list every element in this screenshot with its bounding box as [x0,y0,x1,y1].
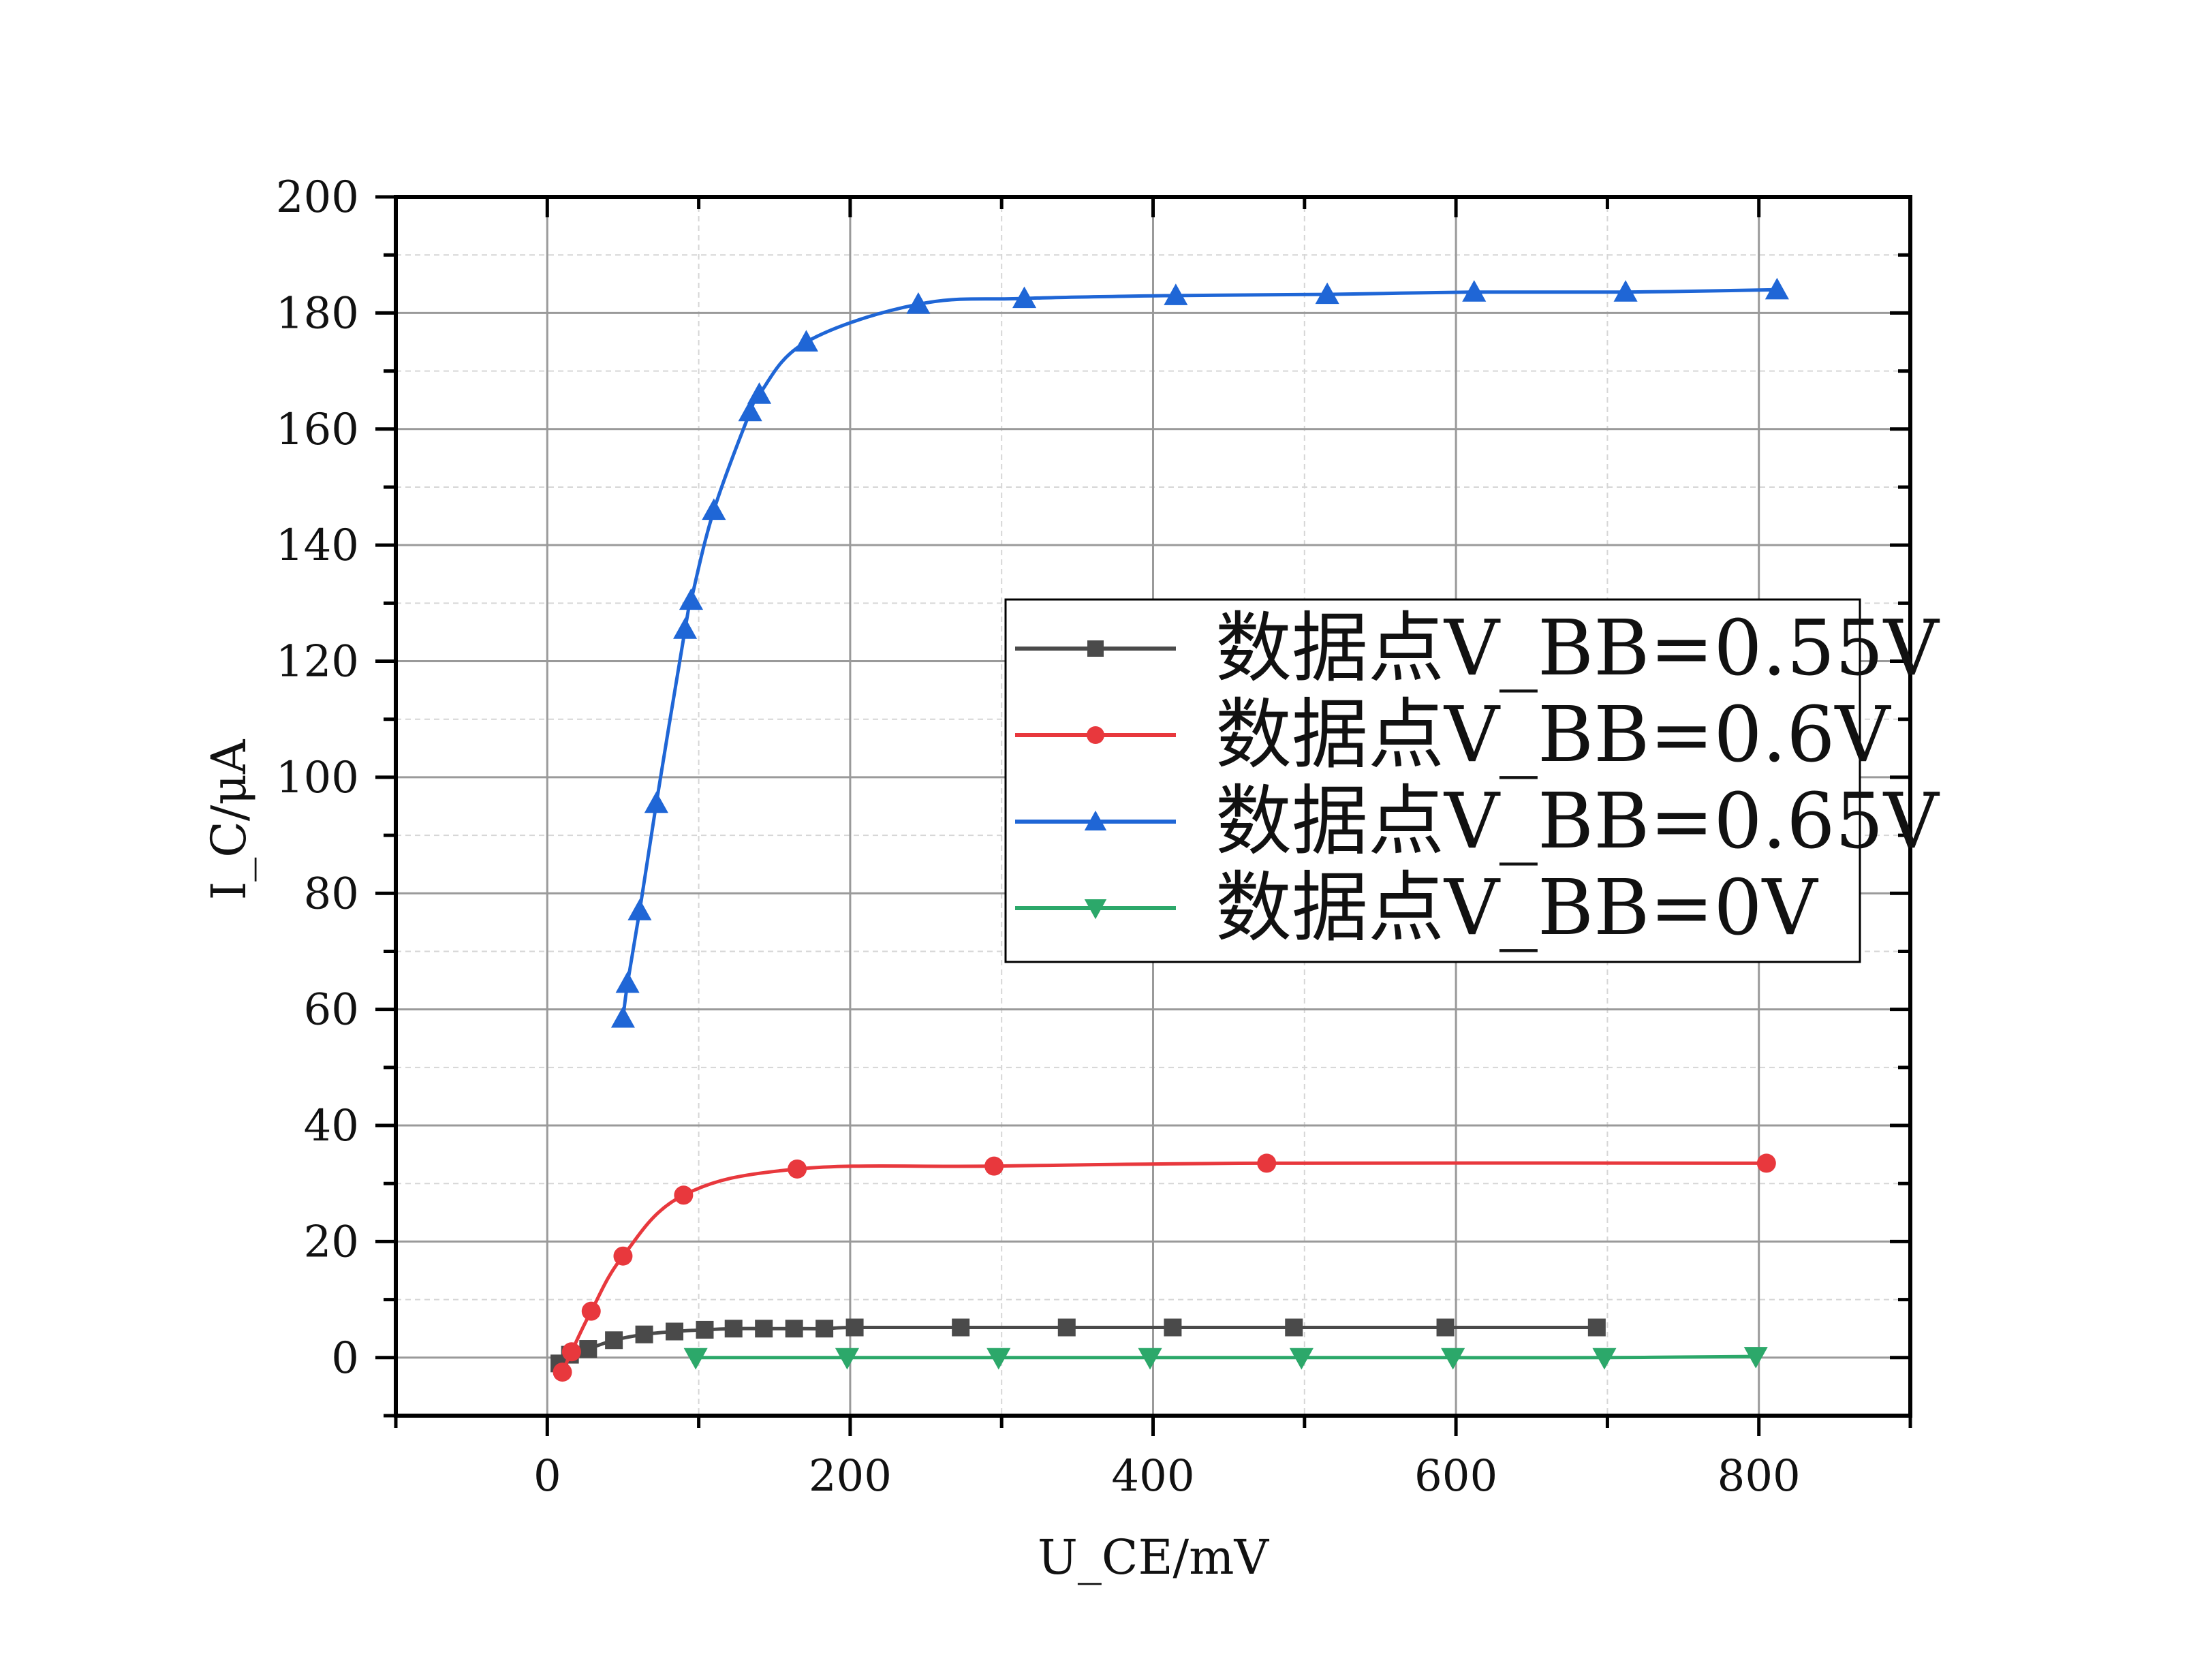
data-point [1765,277,1789,300]
data-point [610,1006,635,1028]
y-tick-label: 140 [276,520,359,571]
y-tick-label: 120 [276,637,359,687]
y-axis-title: I_C/μA [201,738,257,900]
data-point [679,588,704,610]
data-point [1756,1153,1776,1173]
data-point [1012,286,1037,309]
data-point [1164,283,1188,305]
series-0-65v [610,277,1789,1028]
y-tick-label: 100 [276,753,359,803]
data-point [1436,1318,1455,1337]
data-point [605,1331,623,1350]
y-tick-label: 0 [331,1333,359,1384]
legend-box [1004,598,1861,963]
series-0-6v [553,1153,1776,1382]
data-point [986,1348,1011,1370]
data-point [579,1340,597,1358]
legend-label: 数据点V_BB=0V [1215,864,1819,952]
data-point [644,791,668,813]
data-point [696,1320,714,1339]
data-point [561,1342,581,1362]
data-point [724,1320,743,1338]
data-point [815,1320,834,1338]
series-line [621,287,1777,1018]
data-point [952,1318,970,1337]
data-point [1289,1348,1314,1370]
legend-marker [1084,810,1107,830]
legend-item: 数据点V_BB=0.65V [1015,777,1940,866]
y-tick-label: 40 [304,1101,359,1151]
legend-item: 数据点V_BB=0.6V [1015,691,1891,779]
data-point [1592,1348,1617,1370]
y-tick-label: 180 [276,288,359,339]
data-point [1057,1318,1076,1337]
data-point [613,1246,633,1266]
legend: 数据点V_BB=0.55V数据点V_BB=0.6V数据点V_BB=0.65V数据… [1004,598,1940,963]
data-point [1257,1153,1277,1173]
data-point [785,1320,803,1338]
legend-item: 数据点V_BB=0V [1015,864,1819,952]
data-point [1743,1347,1768,1369]
legend-marker [1084,899,1107,920]
data-point [755,1320,773,1338]
series-layer [550,277,1789,1382]
data-point [553,1363,572,1382]
legend-marker [1087,640,1104,657]
x-tick-label: 400 [1111,1451,1194,1502]
data-point [635,1325,653,1343]
data-point [683,1348,708,1370]
data-point [702,498,726,520]
data-point [1315,282,1339,305]
x-tick-label: 200 [809,1451,892,1502]
y-tick-label: 60 [304,985,359,1036]
x-tick-label: 600 [1414,1451,1497,1502]
y-tick-label: 80 [304,869,359,919]
series-0-55v [550,1318,1606,1373]
series-line [696,1354,1756,1360]
y-tick-label: 160 [276,405,359,455]
series-line [561,1161,1767,1373]
data-point [1138,1348,1162,1370]
legend-label: 数据点V_BB=0.65V [1215,777,1940,866]
data-point [674,1185,694,1205]
data-point [794,330,818,352]
legend-item: 数据点V_BB=0.55V [1015,604,1940,693]
data-point [666,1322,684,1341]
data-point [1441,1348,1465,1370]
data-point [673,617,698,639]
data-point [788,1159,807,1179]
data-point [835,1348,860,1370]
data-point [627,899,652,920]
x-tick-label: 800 [1718,1451,1801,1502]
data-point [1462,280,1487,302]
data-point [845,1318,864,1337]
data-point [747,382,772,404]
data-point [738,399,762,422]
axes: 0 200 400 600 800 0 20 40 60 80 100 120 140 160 180 200 [276,172,1912,1502]
data-point [906,292,931,314]
legend-label: 数据点V_BB=0.55V [1215,604,1940,693]
data-point [1164,1318,1182,1337]
y-tick-label: 20 [304,1217,359,1267]
data-point [984,1156,1004,1176]
y-tick-label: 200 [276,172,359,223]
x-tick-label: 0 [533,1451,561,1502]
data-point [1285,1318,1303,1337]
series-0v [683,1347,1768,1370]
data-point [615,971,640,993]
data-point [1587,1318,1606,1337]
x-axis-title: U_CE/mV [1038,1529,1270,1585]
data-point [1613,280,1638,302]
data-point [581,1301,601,1321]
legend-marker [1087,726,1104,744]
legend-label: 数据点V_BB=0.6V [1215,691,1891,779]
